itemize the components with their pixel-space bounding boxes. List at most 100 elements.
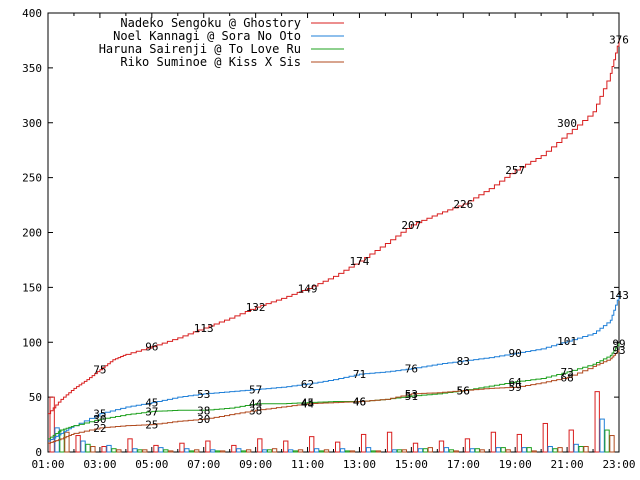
increment-bar [516,433,523,453]
data-label: 44 [249,398,263,411]
data-label: 99 [612,337,625,350]
increment-bar [283,440,289,453]
y-tick-label: 100 [22,336,42,349]
data-label: 56 [457,385,470,398]
data-label: 113 [194,322,214,335]
data-label: 25 [145,419,158,432]
y-tick-label: 400 [22,7,42,20]
increment-bar [297,449,304,453]
data-label: 45 [145,397,158,410]
data-label: 174 [350,255,370,268]
increment-bar [241,450,247,453]
data-label: 93 [612,344,625,357]
increment-bar [453,450,459,453]
increment-bar [609,435,615,453]
x-tick-label: 13:00 [343,458,376,471]
increment-bar [101,446,107,453]
increment-bar [401,449,408,453]
data-label: 64 [509,376,523,389]
increment-bar [271,448,278,453]
increment-bar [210,449,216,453]
increment-bar [339,448,346,453]
y-tick-label: 200 [22,227,42,240]
data-label: 68 [560,371,573,384]
data-label: 46 [353,396,366,409]
increment-bar [365,447,372,453]
legend-label: Noel Kannagi @ Sora No Oto [113,29,301,43]
data-label: 143 [609,289,629,302]
data-label: 53 [197,388,210,401]
data-label: 76 [405,363,418,376]
increment-bar [573,443,579,453]
increment-bar [288,449,294,453]
increment-bar [158,447,164,453]
increment-bar [490,431,497,453]
x-tick-label: 11:00 [291,458,324,471]
increment-bar [552,448,558,453]
increment-bar [184,448,190,453]
increment-bar [106,444,112,453]
x-tick-label: 05:00 [135,458,168,471]
increment-bar [137,449,143,453]
increment-bar [568,429,574,453]
increment-bar [142,449,148,453]
increment-bar [500,447,506,453]
plot-frame [47,12,620,453]
data-label: 45 [301,397,314,410]
increment-bar [236,448,242,453]
increment-bar [427,447,433,453]
x-tick-label: 09:00 [239,458,272,471]
increment-bar [599,418,605,453]
increment-bar [49,396,55,453]
data-label: 30 [197,413,210,426]
data-label: 257 [505,164,525,177]
data-label: 46 [353,396,366,409]
increment-bar [443,447,450,453]
data-label: 149 [298,282,318,295]
increment-bar [495,447,501,453]
increment-bar [318,450,325,453]
data-label: 101 [557,335,577,348]
data-label: 300 [557,117,577,130]
increment-bar [370,450,377,453]
data-label: 38 [249,404,262,417]
y-tick-label: 0 [35,446,42,459]
increment-bar [80,440,86,453]
data-label: 59 [509,381,522,394]
increment-bar [386,431,393,453]
increment-bar [257,438,263,453]
y-tick-label: 300 [22,117,42,130]
increment-bar [168,450,174,453]
increment-bar [64,431,70,453]
data-label: 56 [457,385,470,398]
increment-bar [391,449,398,453]
x-tick-label: 07:00 [187,458,220,471]
data-label: 226 [453,198,473,211]
data-label: 73 [560,366,573,379]
x-tick-label: 03:00 [83,458,116,471]
increment-bar [375,450,382,453]
data-label: 44 [301,398,315,411]
increment-bar [344,450,351,453]
series-line [48,343,620,440]
x-tick-label: 15:00 [395,458,428,471]
increment-bar [396,449,403,453]
x-tick-label: 19:00 [499,458,532,471]
x-tick-label: 01:00 [31,458,64,471]
increment-bar [464,438,471,453]
increment-bar [479,449,485,453]
increment-bar [422,448,429,453]
data-label: 62 [301,378,314,391]
increment-bar [521,447,527,453]
increment-bar [349,450,356,453]
increment-bar [85,443,91,453]
increment-bar [127,438,133,453]
increment-bar [220,450,226,453]
data-label: 37 [145,405,158,418]
y-tick-label: 350 [22,62,42,75]
increment-bar [505,449,511,453]
series-line [48,39,620,415]
increment-bar [194,449,200,453]
increment-bar [189,450,195,453]
